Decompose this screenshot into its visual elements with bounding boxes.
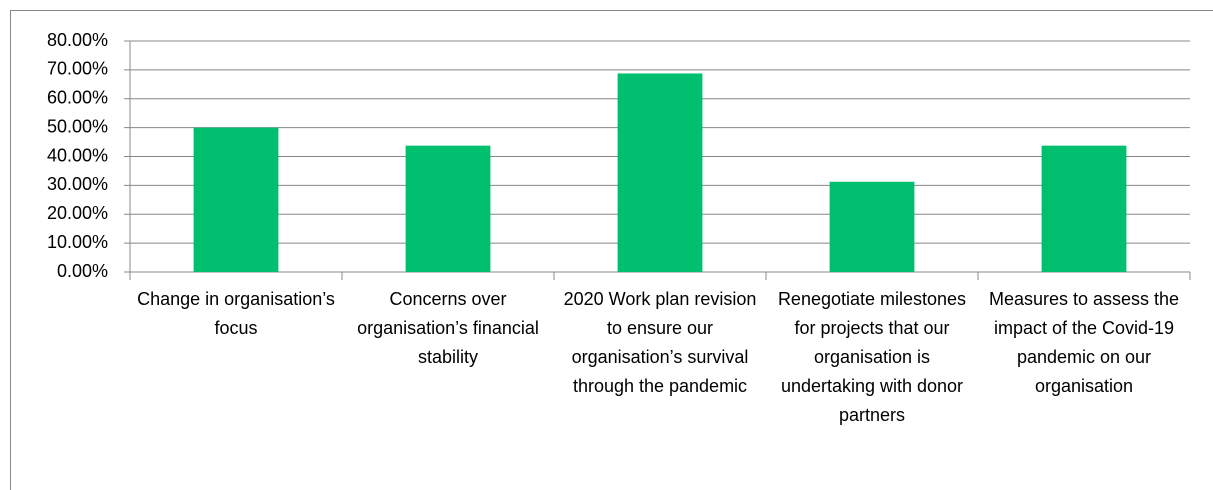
x-tick-label: 2020 Work plan revision to ensure our or… [563,289,757,396]
y-tick-label: 30.00% [47,174,108,194]
bar [193,127,279,272]
bar [829,181,915,272]
x-tick-label: Change in organisation’s focus [137,289,335,338]
y-tick-label: 10.00% [47,232,108,252]
bar [617,73,703,272]
bar [1041,145,1127,272]
x-tick-label: Renegotiate milestones for projects that… [777,289,967,425]
chart-border [10,10,1213,490]
y-tick-label: 70.00% [47,59,108,79]
y-tick-label: 20.00% [47,203,108,223]
y-tick-label: 60.00% [47,88,108,108]
y-tick-label: 50.00% [47,116,108,136]
y-tick-label: 40.00% [47,145,108,165]
x-tick-label: Measures to assess the impact of the Cov… [988,289,1180,396]
x-tick-label: Concerns over organisation’s financial s… [357,289,539,367]
y-tick-label: 0.00% [57,261,108,281]
y-tick-label: 80.00% [47,30,108,50]
bar [405,145,491,272]
